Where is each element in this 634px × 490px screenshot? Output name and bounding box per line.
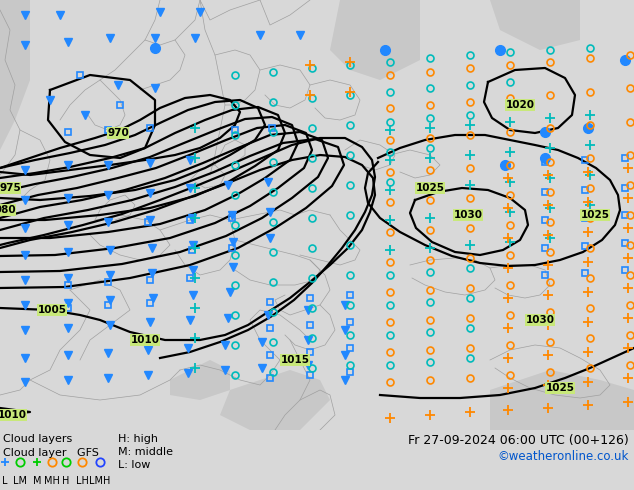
Text: 1015: 1015 [280,355,309,365]
Text: M: middle: M: middle [118,447,173,457]
Text: 1030: 1030 [453,210,482,220]
Text: 1020: 1020 [505,100,534,110]
Text: Cloud layer   GFS: Cloud layer GFS [3,448,99,458]
Polygon shape [330,0,420,80]
Text: Cloud layers: Cloud layers [3,434,72,444]
Text: H: high: H: high [118,434,158,444]
Text: 1010: 1010 [131,335,160,345]
Polygon shape [490,0,580,50]
Polygon shape [490,370,634,430]
Text: M: M [33,476,41,486]
Text: 980: 980 [0,205,16,215]
Text: LH: LH [75,476,88,486]
Text: 1025: 1025 [415,183,444,193]
Text: L: L [3,476,8,486]
Text: 1025: 1025 [581,210,609,220]
Text: 1005: 1005 [37,305,67,315]
Text: 1025: 1025 [545,383,574,393]
Polygon shape [170,360,230,400]
Text: 1010: 1010 [0,410,27,420]
Text: ©weatheronline.co.uk: ©weatheronline.co.uk [498,450,629,463]
Text: 975: 975 [0,183,21,193]
Polygon shape [220,370,330,430]
Text: LMH: LMH [89,476,111,486]
Text: L: low: L: low [118,460,150,470]
Text: Fr 27-09-2024 06:00 UTC (00+126): Fr 27-09-2024 06:00 UTC (00+126) [408,434,629,447]
Text: H: H [62,476,70,486]
Text: 1030: 1030 [526,315,555,325]
Polygon shape [0,0,30,150]
Text: MH: MH [44,476,60,486]
Text: LM: LM [13,476,27,486]
Text: 970: 970 [107,128,129,138]
